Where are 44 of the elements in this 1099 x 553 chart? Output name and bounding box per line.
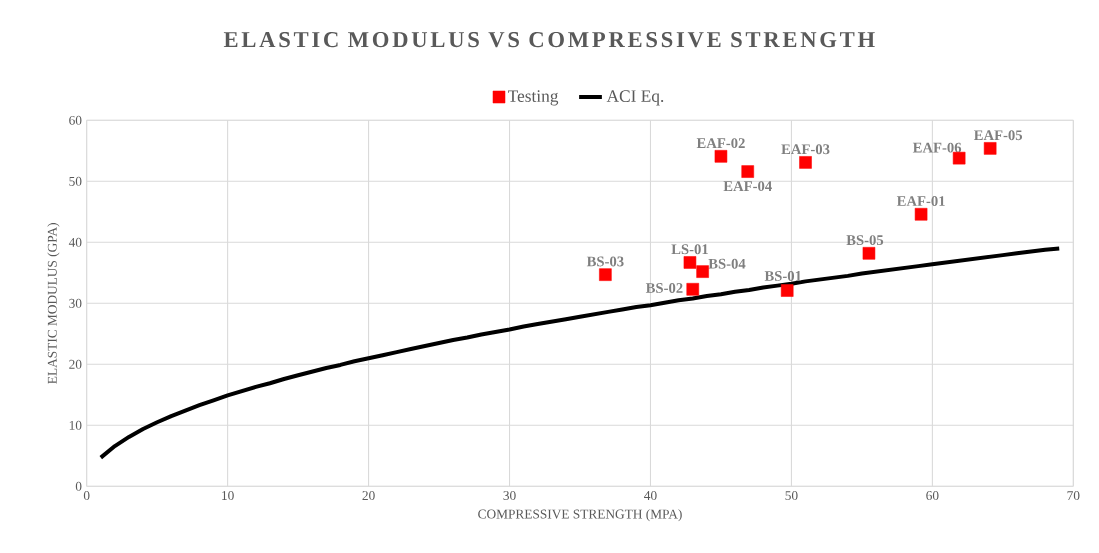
point <box>780 284 794 297</box>
x-tick-label: 20 <box>362 491 375 501</box>
point <box>696 265 709 278</box>
annotation: EAF-06 <box>912 142 962 153</box>
point <box>914 208 928 221</box>
x-tick-label: 50 <box>785 491 798 501</box>
point <box>683 256 697 269</box>
annotation: BS-05 <box>846 235 884 246</box>
x-tick-label: 10 <box>222 491 234 501</box>
point <box>983 142 997 155</box>
point <box>862 247 876 260</box>
y-tick-label: 30 <box>69 298 82 308</box>
y-tick-label: 50 <box>69 176 82 186</box>
x-tick-label: 70 <box>1067 491 1080 501</box>
x-tick-label: 40 <box>644 491 657 501</box>
x-tick-label: 0 <box>83 491 90 501</box>
x-axis-title: COMPRESSIVE STRENGTH (MPA) <box>478 509 682 522</box>
y-tick-label: 0 <box>75 481 82 491</box>
y-tick-label: 40 <box>68 237 82 247</box>
annotation: BS-02 <box>645 283 683 293</box>
annotation: LS-01 <box>671 244 708 255</box>
annotation: EAF-04 <box>723 181 772 192</box>
point <box>599 268 612 281</box>
y-tick-label: 20 <box>69 359 82 369</box>
annotation: EAF-01 <box>896 196 945 207</box>
annotation: BS-04 <box>708 258 746 269</box>
point <box>952 151 966 165</box>
annotation: BS-03 <box>586 256 624 267</box>
annotation: BS-01 <box>764 271 802 281</box>
x-tick-label: 30 <box>503 491 516 501</box>
y-axis-title: ELASTIC MODULUS (GPA) <box>47 223 60 384</box>
point <box>799 156 812 169</box>
point <box>741 165 754 178</box>
x-tick-label: 60 <box>926 491 939 501</box>
y-tick-label: 10 <box>69 420 82 430</box>
annotation: EAF-05 <box>973 130 1023 141</box>
legend-label: Testing <box>507 90 559 106</box>
y-tick-label: 60 <box>69 115 82 125</box>
legend-label: ACI Eq. <box>606 90 664 106</box>
annotation: EAF-02 <box>696 138 745 149</box>
point <box>686 283 700 296</box>
point <box>714 150 728 163</box>
chart-title: ELASTIC MODULUS VS COMPRESSIVE STRENGTH <box>223 31 875 48</box>
annotation: EAF-03 <box>781 144 830 155</box>
